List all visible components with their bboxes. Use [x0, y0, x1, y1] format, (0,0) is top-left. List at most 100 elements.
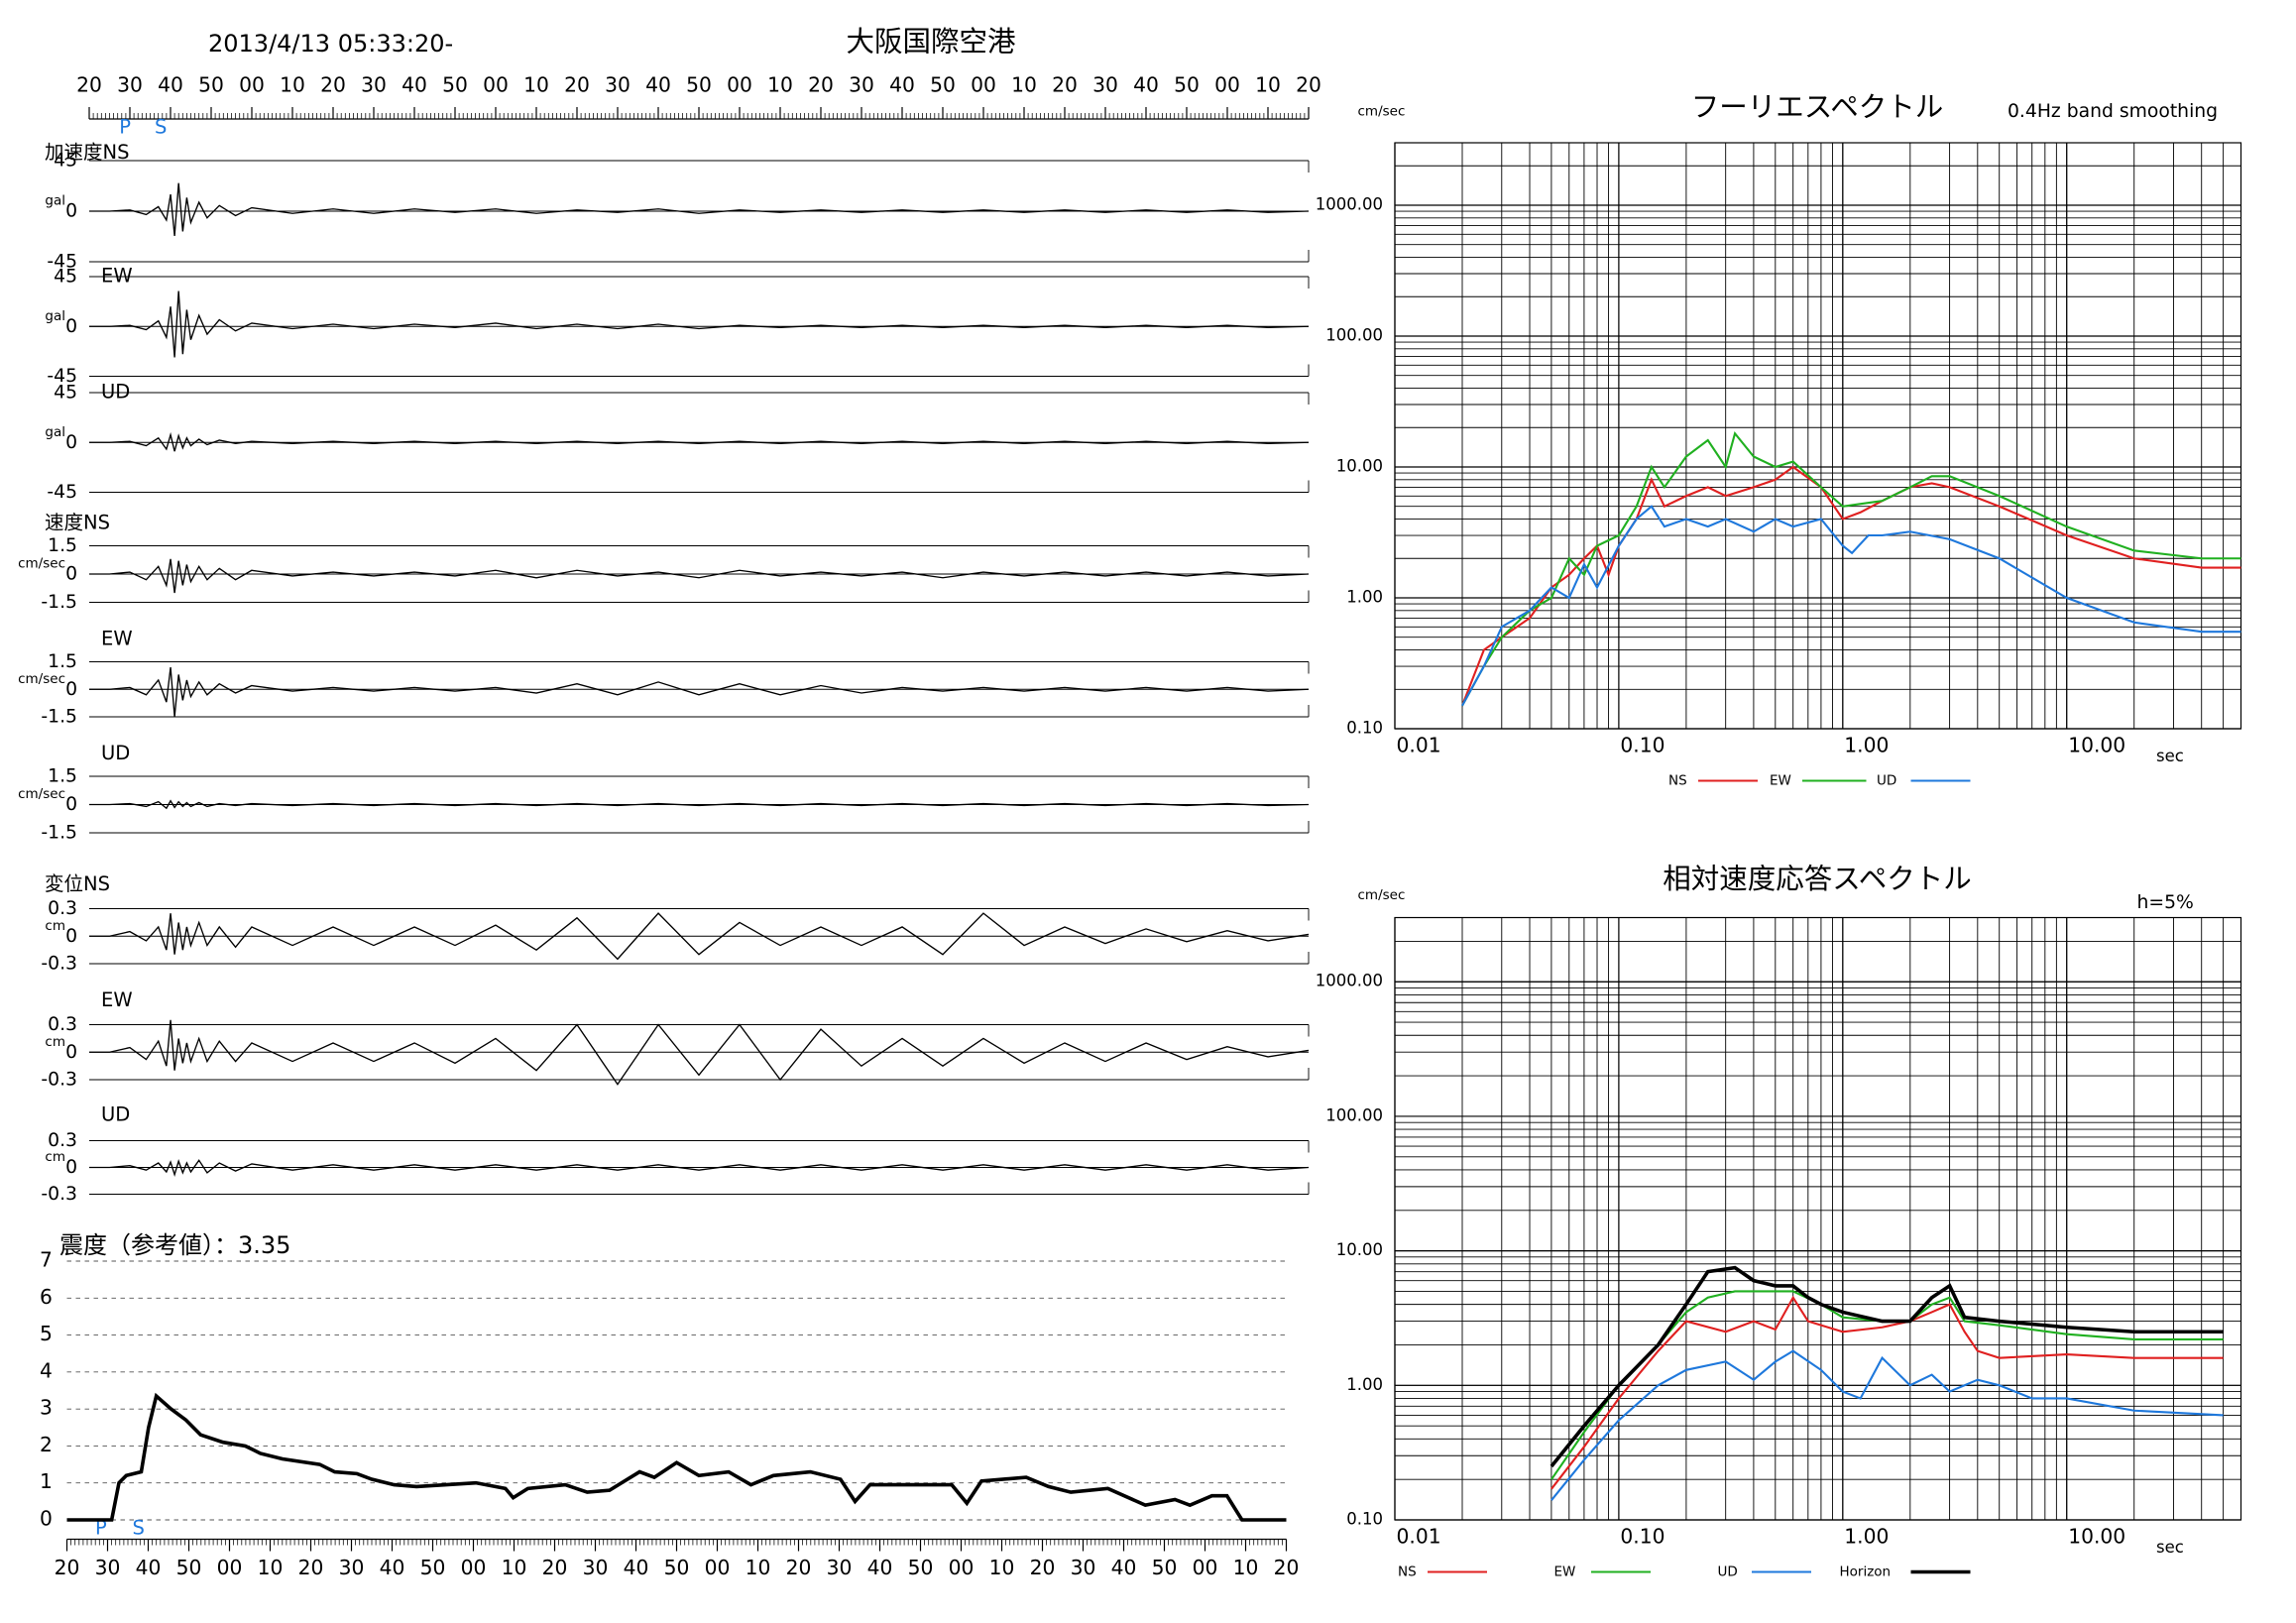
time-tick-label: 30 — [1071, 1556, 1096, 1579]
chart-title: 相対速度応答スペクトル — [1663, 863, 1972, 895]
spectrum-line — [1461, 505, 2241, 707]
time-tick-label: 50 — [198, 73, 224, 97]
time-tick-label: 40 — [1133, 73, 1159, 97]
phase-marker: P — [119, 116, 131, 139]
time-tick-label: 00 — [239, 73, 265, 97]
time-tick-label: 20 — [564, 73, 590, 97]
time-tick-label: 40 — [889, 73, 915, 97]
time-tick-label: 50 — [442, 73, 468, 97]
chart-subtitle: h=5% — [2137, 892, 2194, 913]
y-tick-label: 7 — [40, 1248, 53, 1272]
time-tick-label: 40 — [867, 1556, 893, 1579]
y-tick-label: 45 — [54, 151, 77, 172]
y-tick-label: 0.3 — [48, 1130, 77, 1151]
unit-label: gal — [45, 424, 65, 440]
waveform — [89, 799, 1310, 810]
x-tick-label: 1.00 — [1844, 734, 1889, 757]
y-tick-label: 0 — [65, 1042, 77, 1063]
legend-label: NS — [1668, 773, 1687, 789]
panel-label: 加速度NS — [45, 141, 129, 164]
unit-label: cm — [45, 1034, 65, 1050]
panel-label: EW — [101, 988, 133, 1011]
y-tick-label: 0.3 — [48, 898, 77, 919]
time-tick-label: 50 — [176, 1556, 202, 1579]
time-tick-label: 50 — [420, 1556, 446, 1579]
time-tick-label: 40 — [645, 73, 671, 97]
y-tick-label: 100.00 — [1325, 325, 1383, 344]
y-tick-label: 0 — [65, 1157, 77, 1178]
time-tick-label: 30 — [1092, 73, 1118, 97]
x-tick-label: 0.01 — [1397, 734, 1441, 757]
y-tick-label: 3 — [40, 1396, 53, 1420]
y-tick-label: 10.00 — [1336, 1240, 1383, 1259]
time-tick-label: 50 — [1174, 73, 1200, 97]
intensity-line — [66, 1392, 1287, 1522]
chart-title: フーリエスペクトル — [1691, 91, 1944, 124]
time-tick-label: 30 — [117, 73, 143, 97]
time-tick-label: 30 — [583, 1556, 609, 1579]
legend-label: EW — [1554, 1565, 1576, 1580]
time-tick-label: 50 — [908, 1556, 934, 1579]
time-tick-label: 20 — [1052, 73, 1078, 97]
time-tick-label: 20 — [1274, 1556, 1300, 1579]
time-tick-label: 30 — [849, 73, 874, 97]
y-tick-label: 1000.00 — [1316, 194, 1383, 213]
panel-label: 変位NS — [45, 872, 110, 895]
waveform — [89, 558, 1310, 594]
y-tick-label: 0 — [65, 679, 77, 700]
time-tick-label: 10 — [746, 1556, 771, 1579]
x-axis-unit: sec — [2156, 747, 2184, 765]
time-tick-label: 00 — [705, 1556, 731, 1579]
phase-marker: S — [155, 116, 167, 139]
x-tick-label: 1.00 — [1844, 1525, 1889, 1549]
time-tick-label: 00 — [971, 73, 996, 97]
time-tick-label: 30 — [361, 73, 387, 97]
waveform — [89, 1019, 1310, 1086]
time-tick-label: 40 — [402, 73, 427, 97]
time-tick-label: 50 — [686, 73, 712, 97]
x-tick-label: 0.01 — [1397, 1525, 1441, 1549]
time-tick-label: 40 — [624, 1556, 649, 1579]
waveform — [89, 912, 1310, 961]
spectrum-line — [1550, 1349, 2224, 1501]
time-tick-label: 10 — [989, 1556, 1015, 1579]
y-tick-label: 0.10 — [1346, 1510, 1383, 1529]
unit-label: cm — [45, 918, 65, 934]
time-tick-label: 10 — [1233, 1556, 1259, 1579]
panel-label: EW — [101, 628, 133, 650]
time-tick-label: 40 — [380, 1556, 405, 1579]
time-tick-label: 20 — [1296, 73, 1321, 97]
time-tick-label: 50 — [930, 73, 956, 97]
y-tick-label: 0 — [65, 316, 77, 337]
time-tick-label: 20 — [298, 1556, 324, 1579]
unit-label: cm/sec — [18, 786, 65, 802]
y-tick-label: -1.5 — [41, 823, 77, 844]
time-tick-label: 10 — [1011, 73, 1037, 97]
y-tick-label: -45 — [47, 482, 77, 503]
y-tick-label: 0 — [65, 794, 77, 815]
y-tick-label: -45 — [47, 366, 77, 387]
y-tick-label: 0 — [40, 1507, 53, 1531]
time-tick-label: 00 — [727, 73, 752, 97]
y-tick-label: 1.5 — [48, 535, 77, 556]
chart-title: 震度（参考値）：3.35 — [59, 1231, 290, 1259]
x-tick-label: 10.00 — [2068, 734, 2125, 757]
record-time: 2013/4/13 05:33:20- — [208, 30, 453, 58]
y-tick-label: 45 — [54, 267, 77, 288]
time-tick-label: 30 — [339, 1556, 365, 1579]
station-name: 大阪国際空港 — [846, 26, 1015, 58]
panel-label: 速度NS — [45, 512, 110, 534]
legend-label: Horizon — [1840, 1565, 1892, 1580]
y-axis-unit: cm/sec — [1358, 104, 1406, 120]
y-tick-label: 0.10 — [1346, 719, 1383, 738]
y-tick-label: 0.3 — [48, 1014, 77, 1035]
time-tick-label: 20 — [808, 73, 834, 97]
y-tick-label: -45 — [47, 252, 77, 273]
x-tick-label: 0.10 — [1620, 1525, 1665, 1549]
spectrum-line — [1550, 1265, 2224, 1468]
time-tick-label: 40 — [136, 1556, 162, 1579]
y-tick-label: 10.00 — [1336, 456, 1383, 475]
y-tick-label: 1.00 — [1346, 1375, 1383, 1394]
x-tick-label: 10.00 — [2068, 1525, 2125, 1549]
